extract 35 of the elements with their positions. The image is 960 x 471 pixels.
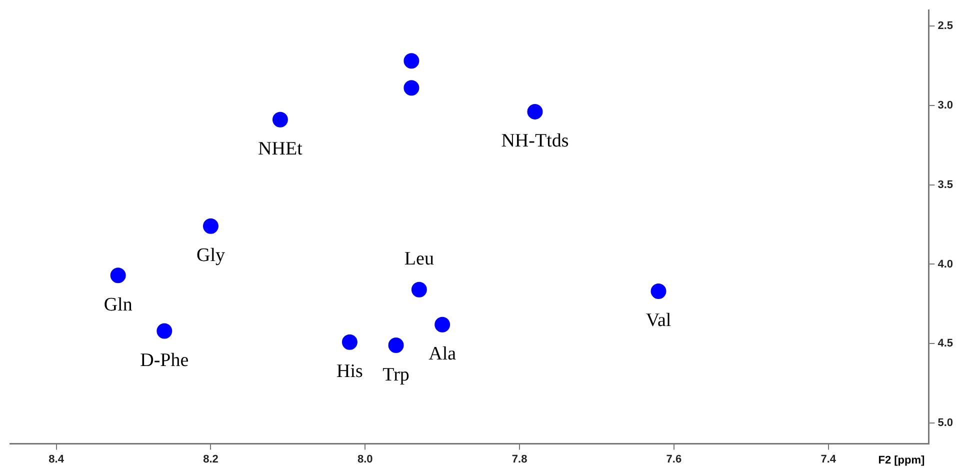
point: [202, 218, 218, 234]
y-tick-label: 3.0: [938, 99, 954, 112]
point: [156, 323, 172, 339]
data-label: Ala: [428, 344, 457, 365]
x-tick-label: 7.8: [512, 453, 528, 466]
data-label: D-Phe: [140, 350, 189, 371]
point: [650, 284, 666, 300]
x-tick-label: 7.4: [820, 453, 837, 466]
y-tick-label: 4.0: [938, 258, 954, 270]
point: [527, 104, 543, 120]
point: [404, 53, 420, 69]
x-tick-label: 8.0: [357, 453, 373, 466]
point: [434, 316, 450, 332]
y-tick-label: 5.0: [938, 417, 954, 430]
y-tick-label: 3.5: [938, 178, 954, 191]
data-label: NHEt: [258, 138, 304, 160]
data-label: His: [336, 361, 363, 382]
point: [404, 80, 420, 96]
x-tick-label: 8.4: [48, 453, 65, 466]
y-tick-label: 2.5: [938, 20, 954, 32]
data-label: Val: [646, 310, 672, 332]
data-label: Gly: [196, 245, 226, 266]
data-label: Gln: [104, 294, 133, 316]
point: [388, 338, 404, 354]
point: [342, 334, 358, 350]
x-tick-label: 7.6: [666, 453, 682, 466]
data-label: NH-Ttds: [501, 130, 569, 152]
point: [110, 268, 126, 284]
data-label: Trp: [382, 364, 410, 386]
point: [272, 112, 288, 128]
x-tick-label: 8.2: [203, 453, 218, 466]
y-tick-label: 4.5: [938, 338, 954, 350]
data-label: Leu: [404, 248, 434, 270]
x-axis-title: F2 [ppm]: [878, 454, 926, 466]
point: [411, 282, 427, 298]
